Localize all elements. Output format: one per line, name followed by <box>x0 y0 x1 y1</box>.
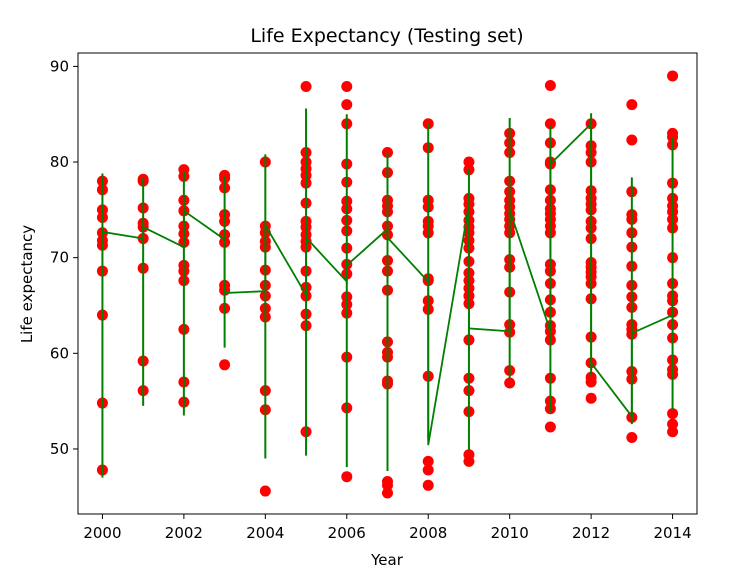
data-point <box>422 455 434 467</box>
data-point <box>544 80 556 92</box>
data-point <box>341 99 353 111</box>
x-tick-label: 2010 <box>491 524 529 542</box>
data-point <box>422 479 434 491</box>
data-point <box>585 392 597 404</box>
y-tick-label: 90 <box>50 57 69 75</box>
data-point <box>667 426 679 438</box>
x-tick-label: 2000 <box>83 524 121 542</box>
data-point <box>382 479 393 491</box>
data-point <box>626 431 638 443</box>
data-point <box>463 156 475 168</box>
data-point <box>219 359 231 371</box>
chart-title: Life Expectancy (Testing set) <box>250 25 523 47</box>
x-tick-label: 2008 <box>409 524 447 542</box>
series-line <box>102 121 673 446</box>
y-tick-label: 70 <box>50 249 69 267</box>
data-point <box>585 376 597 388</box>
data-point <box>626 99 638 111</box>
x-tick-label: 2006 <box>328 524 366 542</box>
x-tick-label: 2002 <box>165 524 203 542</box>
data-point <box>667 418 679 430</box>
data-point <box>667 70 679 82</box>
y-tick-label: 50 <box>50 440 69 458</box>
data-point <box>667 408 679 420</box>
x-tick-label: 2012 <box>572 524 610 542</box>
data-point <box>341 80 353 92</box>
data-point <box>259 485 271 497</box>
plot-area <box>96 70 679 499</box>
data-point <box>341 471 353 483</box>
y-tick-label: 60 <box>50 344 69 362</box>
plot-frame <box>77 52 698 515</box>
data-point <box>382 487 393 499</box>
x-tick-label: 2004 <box>246 524 284 542</box>
data-point <box>544 118 556 130</box>
y-axis-label: Life expectancy <box>18 225 36 343</box>
y-tick-label: 80 <box>50 153 69 171</box>
data-point <box>504 377 516 389</box>
data-point <box>626 134 638 146</box>
data-point <box>463 455 475 467</box>
data-point <box>300 80 312 92</box>
data-point <box>544 421 556 433</box>
x-tick-label: 2014 <box>653 524 691 542</box>
data-point <box>422 464 434 476</box>
x-axis-label: Year <box>370 551 404 569</box>
axis-ticks: 2000 2002 2004 2006 2008 2010 2012 2014 50 60 70 80… <box>50 57 692 542</box>
